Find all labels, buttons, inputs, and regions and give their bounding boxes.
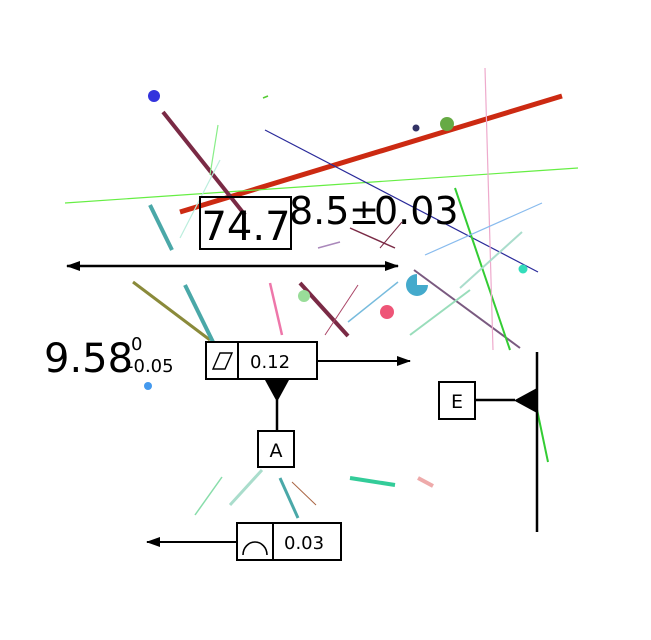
basic-dimension: 74.7 (66, 196, 399, 271)
noise-dot (412, 124, 420, 132)
noise-line (161, 110, 247, 217)
datum-box (257, 430, 295, 468)
toleranced-tolerance: 0.03 (374, 189, 459, 233)
datum-a: A (257, 380, 295, 468)
datum-box (438, 381, 476, 420)
limit-upper: 0 (131, 334, 142, 355)
noise-line (209, 124, 219, 176)
limit-dimension: 9.58 0 -0.05 (44, 334, 174, 382)
noise-dot (440, 117, 454, 131)
profile-frame: 0.03 (146, 522, 342, 561)
noise-line (349, 476, 396, 487)
noise-line (413, 269, 521, 349)
datum-triangle (514, 388, 537, 413)
noise-line (194, 476, 223, 516)
noise-line (459, 231, 523, 289)
noise-line (183, 284, 215, 343)
frame-value-cell (272, 522, 342, 561)
noise-line (409, 289, 471, 336)
profile-tolerance: 0.03 (284, 533, 324, 554)
noise-line (179, 93, 563, 215)
noise-line (347, 281, 399, 323)
noise-line (424, 202, 543, 256)
noise-line (228, 468, 264, 507)
background-noise (64, 67, 579, 519)
noise-line (324, 284, 359, 336)
noise-line (291, 481, 317, 506)
arc-icon (242, 541, 268, 556)
parallelism-frame: 0.12 (205, 341, 411, 380)
frame-value-cell (237, 341, 318, 380)
noise-line (484, 67, 494, 351)
noise-line (148, 204, 174, 251)
limit-lower: -0.05 (127, 356, 174, 377)
basic-dimension-value: 74.7 (201, 204, 290, 250)
datum-e: E (438, 352, 539, 532)
noise-line (264, 129, 539, 273)
noise-line (268, 282, 284, 336)
datum-triangle (265, 380, 289, 402)
parallelism-tolerance: 0.12 (250, 352, 290, 373)
limit-nominal: 9.58 (44, 336, 133, 382)
noise-line (262, 95, 269, 99)
datum-label: E (451, 391, 463, 413)
basic-dimension-box (199, 196, 292, 250)
toleranced-nominal: 8.5 (289, 189, 349, 233)
plus-minus-symbol: ± (349, 192, 379, 233)
noise-dot (148, 90, 160, 102)
frame-symbol-cell (205, 341, 239, 380)
noise-dot (298, 290, 310, 302)
toleranced-dimension: 8.5 ± 0.03 (289, 189, 459, 233)
noise-line (379, 221, 403, 249)
datum-label: A (270, 440, 283, 462)
noise-line (317, 241, 341, 249)
noise-line (417, 476, 434, 488)
noise-dot (518, 264, 528, 274)
noise-line (132, 280, 211, 342)
noise-line (64, 167, 579, 204)
noise-dot (144, 382, 152, 390)
noise-line (278, 477, 300, 519)
noise-wedge (406, 274, 428, 296)
noise-dot (380, 305, 394, 319)
noise-line (349, 227, 396, 249)
parallelogram-icon (211, 352, 234, 370)
